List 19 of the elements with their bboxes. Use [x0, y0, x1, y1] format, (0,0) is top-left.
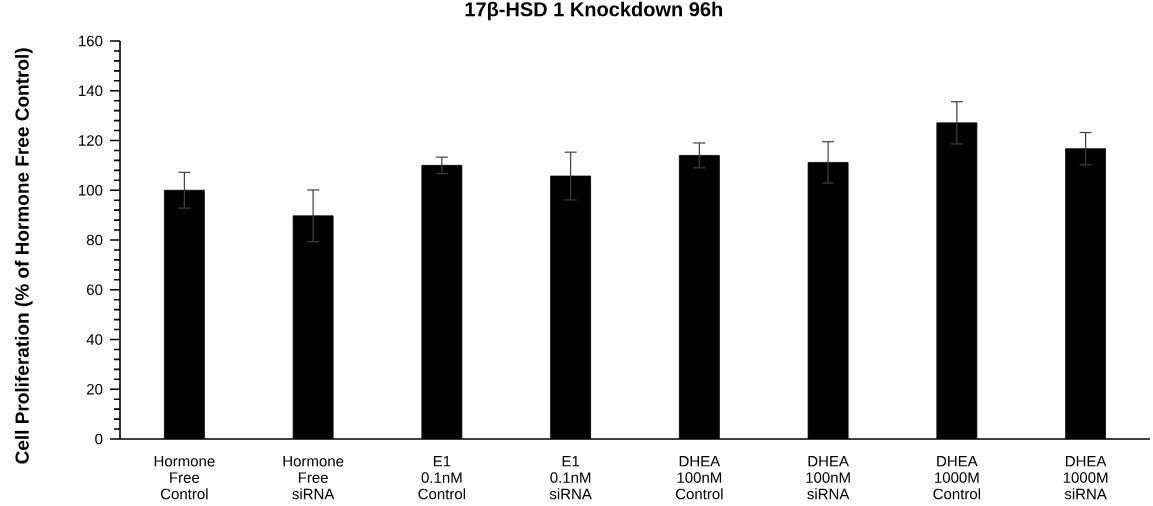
x-tick-label: DHEA 1000M Control: [933, 456, 981, 500]
y-tick-label: 80: [86, 234, 103, 246]
x-tick-label: E1 0.1nM siRNA: [549, 456, 592, 500]
y-axis-title: Cell Proliferation (% of Hormone Free Control): [14, 48, 33, 464]
x-tick-label: DHEA 100nM siRNA: [806, 456, 850, 500]
y-tick-label: 160: [79, 35, 103, 47]
y-tick-label: 140: [79, 85, 103, 97]
x-tick-label: DHEA 100nM Control: [675, 456, 723, 500]
x-tick-label: Hormone Free Control: [154, 456, 215, 500]
chart-title: 17β-HSD 1 Knockdown 96h: [465, 1, 722, 21]
y-tick-label: 60: [87, 284, 103, 296]
y-tick-label: 40: [86, 334, 103, 345]
y-tick-label: 0: [95, 433, 103, 445]
x-tick-label: E1 0.1nM Control: [418, 456, 466, 500]
y-tick-label: 120: [79, 135, 103, 146]
x-tick-label: Hormone Free siRNA: [283, 456, 344, 500]
x-tick-label: DHEA 1000M siRNA: [1063, 456, 1108, 500]
y-tick-label: 100: [79, 184, 103, 196]
y-tick-label: 20: [87, 383, 103, 395]
